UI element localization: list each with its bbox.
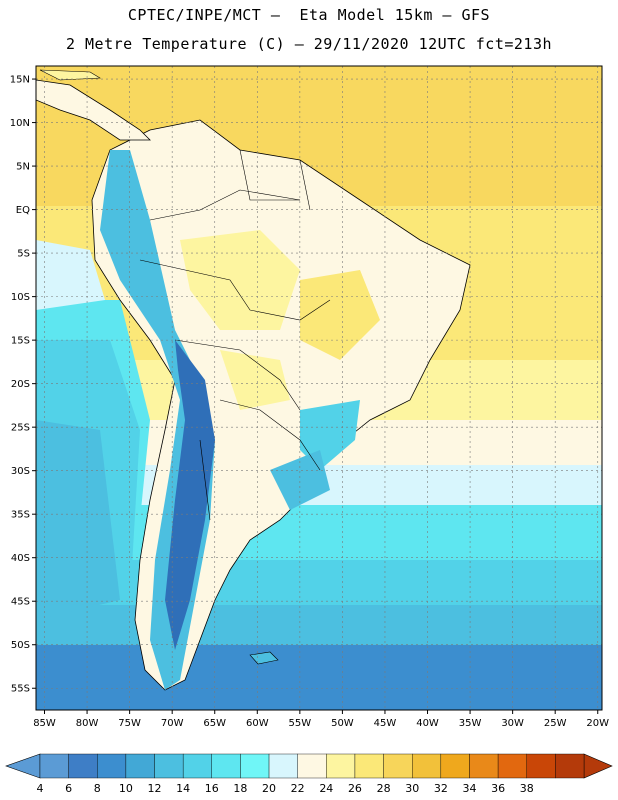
lat-tick-label: 50S [11, 640, 30, 651]
lat-tick-label: 45S [11, 597, 30, 608]
lat-tick-label: 35S [11, 510, 30, 521]
colorbar-swatch [555, 753, 585, 779]
colorbar-label: 20 [262, 782, 276, 795]
lon-tick-label: 35W [459, 718, 482, 729]
lat-tick-label: 15S [11, 336, 30, 347]
colorbar-label: 14 [176, 782, 190, 795]
colorbar-swatch [68, 753, 98, 779]
colorbar-swatch [97, 753, 127, 779]
colorbar-swatch [497, 753, 527, 779]
colorbar-label: 16 [205, 782, 219, 795]
longitude-labels: 85W 80W 75W 70W 65W 60W 55W 50W 45W 40W 35W 30W 25W 2… [33, 710, 609, 729]
colorbar-label: 36 [491, 782, 505, 795]
colorbar-swatch [440, 753, 470, 779]
colorbar-swatch [469, 753, 499, 779]
colorbar-swatch [211, 753, 241, 779]
lon-tick-label: 20W [586, 718, 609, 729]
lat-tick-label: 30S [11, 466, 30, 477]
lon-tick-label: 80W [76, 718, 99, 729]
lon-tick-label: 70W [161, 718, 184, 729]
lat-tick-label: 10N [10, 118, 30, 129]
lon-tick-label: 85W [33, 718, 56, 729]
lon-tick-label: 65W [203, 718, 226, 729]
map-frame [35, 65, 603, 711]
lat-tick-label: 15N [10, 75, 30, 86]
lat-tick-label: EQ [16, 205, 30, 216]
colorbar-swatch [326, 753, 356, 779]
colorbar-label: 6 [65, 782, 72, 795]
country-borders [139, 149, 331, 521]
colorbar-swatch [412, 753, 442, 779]
colorbar-label: 38 [520, 782, 534, 795]
lon-tick-label: 60W [246, 718, 269, 729]
colorbar-swatch [154, 753, 184, 779]
colorbar-swatch [182, 753, 212, 779]
map-grid [36, 66, 602, 710]
lat-tick-label: 55S [11, 684, 30, 695]
title-line-1: CPTEC/INPE/MCT – Eta Model 15km – GFS [127, 6, 491, 24]
colorbar-label: 10 [119, 782, 133, 795]
colorbar-swatch [240, 753, 270, 779]
colorbar-label: 24 [319, 782, 333, 795]
colorbar-label: 28 [377, 782, 391, 795]
lon-tick-label: 50W [331, 718, 354, 729]
colorbar-label: 8 [94, 782, 101, 795]
latitude-labels: 15N 10N 5N EQ 5S 10S 15S 20S 25S 30S 35S 40S 45S 50S 5… [10, 75, 36, 695]
colorbar-max-arrow [583, 753, 613, 779]
lat-tick-label: 10S [11, 292, 30, 303]
lat-tick-label: 20S [11, 379, 30, 390]
colorbar-swatch [39, 753, 69, 779]
colorbar-swatch [268, 753, 298, 779]
temperature-field [36, 66, 602, 710]
colorbar-label: 26 [348, 782, 362, 795]
colorbar-swatch [383, 753, 413, 779]
colorbar-swatch [125, 753, 155, 779]
colorbar-swatch [526, 753, 556, 779]
lat-tick-label: 5S [17, 249, 30, 260]
colorbar-label: 18 [233, 782, 247, 795]
colorbar-min-arrow [5, 753, 41, 779]
colorbar-label: 32 [434, 782, 448, 795]
lon-tick-label: 40W [416, 718, 439, 729]
title-line-2: 2 Metre Temperature (C) – 29/11/2020 12U… [65, 35, 553, 53]
colorbar-label: 12 [148, 782, 162, 795]
lon-tick-label: 45W [374, 718, 397, 729]
lat-tick-label: 40S [11, 553, 30, 564]
colorbar-label: 30 [405, 782, 419, 795]
lat-tick-label: 5N [16, 162, 30, 173]
lat-tick-label: 25S [11, 423, 30, 434]
lon-tick-label: 30W [501, 718, 524, 729]
lon-tick-label: 75W [118, 718, 141, 729]
colorbar-label: 22 [291, 782, 305, 795]
colorbar-swatch [354, 753, 384, 779]
lon-tick-label: 25W [544, 718, 567, 729]
colorbar: 4 6 8 10 12 14 16 18 20 22 24 26 28 30 32 34 36 38 [5, 753, 613, 795]
colorbar-swatch [297, 753, 327, 779]
colorbar-label: 4 [37, 782, 44, 795]
lon-tick-label: 55W [289, 718, 312, 729]
colorbar-label: 34 [462, 782, 476, 795]
